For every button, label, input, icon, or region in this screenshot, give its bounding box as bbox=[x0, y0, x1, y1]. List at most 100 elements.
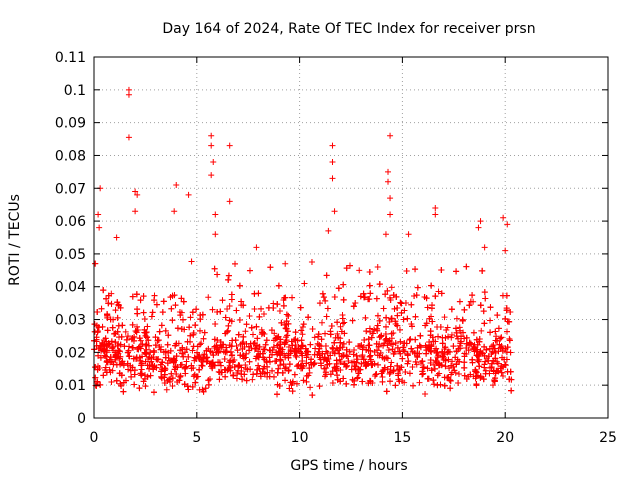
y-tick-label: 0.09 bbox=[55, 116, 86, 132]
data-point bbox=[126, 353, 133, 360]
data-point bbox=[238, 298, 245, 305]
data-point bbox=[427, 328, 434, 335]
data-point bbox=[504, 221, 511, 228]
data-point bbox=[113, 377, 120, 384]
data-point bbox=[417, 332, 424, 339]
data-point bbox=[260, 346, 267, 353]
data-point bbox=[185, 386, 192, 393]
data-point bbox=[193, 373, 200, 380]
data-point bbox=[224, 305, 231, 312]
data-point bbox=[104, 311, 111, 318]
data-point bbox=[452, 325, 459, 332]
data-point bbox=[120, 388, 127, 395]
data-point bbox=[130, 337, 137, 344]
data-point bbox=[323, 272, 330, 279]
data-point bbox=[267, 264, 274, 271]
data-point bbox=[502, 247, 509, 254]
data-point bbox=[235, 331, 242, 338]
data-point bbox=[502, 315, 509, 322]
data-point bbox=[492, 328, 499, 335]
data-point bbox=[467, 371, 474, 378]
data-point bbox=[112, 352, 119, 359]
data-point bbox=[340, 296, 347, 303]
data-point bbox=[324, 305, 331, 312]
data-point bbox=[467, 298, 474, 305]
y-tick-label: 0.01 bbox=[55, 378, 86, 394]
data-point bbox=[226, 198, 233, 205]
data-point bbox=[353, 352, 360, 359]
data-point bbox=[453, 361, 460, 368]
data-point bbox=[506, 337, 513, 344]
data-point bbox=[397, 350, 404, 357]
data-point bbox=[366, 342, 373, 349]
data-point bbox=[275, 282, 282, 289]
data-point bbox=[242, 328, 249, 335]
data-point bbox=[228, 352, 235, 359]
data-point bbox=[366, 353, 373, 360]
data-point bbox=[251, 306, 258, 313]
data-point bbox=[431, 381, 438, 388]
data-point bbox=[193, 355, 200, 362]
data-point bbox=[368, 334, 375, 341]
data-point bbox=[403, 268, 410, 275]
data-point bbox=[239, 345, 246, 352]
data-point bbox=[119, 322, 126, 329]
data-point bbox=[167, 375, 174, 382]
data-point bbox=[329, 175, 336, 182]
data-point bbox=[463, 350, 470, 357]
data-point bbox=[498, 369, 505, 376]
data-point bbox=[285, 367, 292, 374]
data-point bbox=[112, 307, 119, 314]
data-point bbox=[156, 344, 163, 351]
data-point bbox=[169, 382, 176, 389]
data-point bbox=[294, 363, 301, 370]
data-point bbox=[382, 330, 389, 337]
data-point bbox=[253, 244, 260, 251]
data-point bbox=[428, 367, 435, 374]
data-point bbox=[437, 381, 444, 388]
data-point bbox=[277, 345, 284, 352]
data-point bbox=[123, 336, 130, 343]
data-point bbox=[434, 354, 441, 361]
data-point bbox=[450, 343, 457, 350]
plot-frame bbox=[93, 56, 609, 419]
data-point bbox=[374, 322, 381, 329]
data-point bbox=[333, 345, 340, 352]
data-point bbox=[240, 333, 247, 340]
data-point bbox=[490, 345, 497, 352]
data-point bbox=[291, 345, 298, 352]
data-point bbox=[173, 181, 180, 188]
data-point bbox=[272, 335, 279, 342]
data-point bbox=[373, 325, 380, 332]
data-point bbox=[136, 354, 143, 361]
data-point bbox=[99, 339, 106, 346]
data-point bbox=[271, 330, 278, 337]
data-point bbox=[171, 208, 178, 215]
data-point bbox=[469, 292, 476, 299]
data-point bbox=[431, 361, 438, 368]
data-point bbox=[292, 329, 299, 336]
data-point bbox=[404, 315, 411, 322]
data-point bbox=[174, 364, 181, 371]
data-point bbox=[217, 308, 224, 315]
data-point bbox=[504, 344, 511, 351]
data-point bbox=[447, 377, 454, 384]
data-point bbox=[242, 365, 249, 372]
data-point bbox=[327, 352, 334, 359]
data-point bbox=[199, 362, 206, 369]
data-point bbox=[305, 348, 312, 355]
data-point bbox=[423, 295, 430, 302]
data-point bbox=[356, 343, 363, 350]
data-point bbox=[387, 369, 394, 376]
data-point bbox=[202, 385, 209, 392]
data-point bbox=[272, 358, 279, 365]
data-point bbox=[281, 365, 288, 372]
data-point bbox=[118, 333, 125, 340]
data-point bbox=[402, 369, 409, 376]
data-point bbox=[448, 331, 455, 338]
data-point bbox=[397, 338, 404, 345]
data-point bbox=[194, 349, 201, 356]
data-point bbox=[340, 320, 346, 327]
data-point bbox=[365, 380, 372, 387]
data-point bbox=[224, 367, 231, 374]
